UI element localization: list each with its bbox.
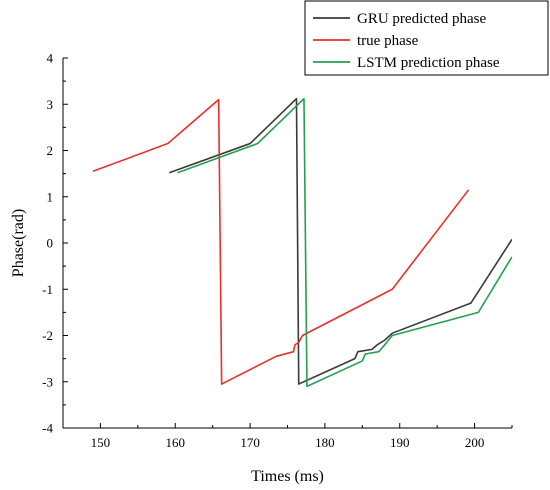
y-tick-label: 0 [47, 236, 54, 251]
x-tick-label: 160 [166, 435, 186, 450]
legend-label: LSTM prediction phase [357, 55, 500, 71]
x-tick-label: 200 [465, 435, 485, 450]
series-line-1 [92, 98, 470, 385]
y-tick-label: 4 [47, 51, 54, 66]
y-tick-label: -2 [42, 328, 53, 343]
y-tick-label: -3 [42, 374, 53, 389]
x-tick-label: 190 [390, 435, 410, 450]
y-tick-label: -4 [42, 421, 53, 436]
y-tick-label: 1 [47, 189, 54, 204]
axes: 150 160 170 180 190 200 -4 -3 -2 -1 0 1 2 3 4 [42, 51, 513, 450]
plot-area [92, 97, 512, 388]
x-tick-label: 180 [315, 435, 335, 450]
legend-label: GRU predicted phase [357, 11, 486, 27]
series-line-0 [168, 97, 512, 385]
x-axis-title: Times (ms) [251, 468, 324, 485]
x-tick-label: 150 [91, 435, 111, 450]
y-tick-label: 2 [47, 143, 54, 158]
y-tick-label: -1 [42, 282, 53, 297]
legend-label: true phase [357, 33, 419, 49]
series-line-2 [177, 97, 512, 388]
x-tick-label: 170 [240, 435, 260, 450]
y-tick-label: 3 [47, 97, 54, 112]
legend: GRU predicted phase true phase LSTM predic… [304, 0, 549, 76]
y-axis-title: Phase(rad) [10, 209, 27, 277]
